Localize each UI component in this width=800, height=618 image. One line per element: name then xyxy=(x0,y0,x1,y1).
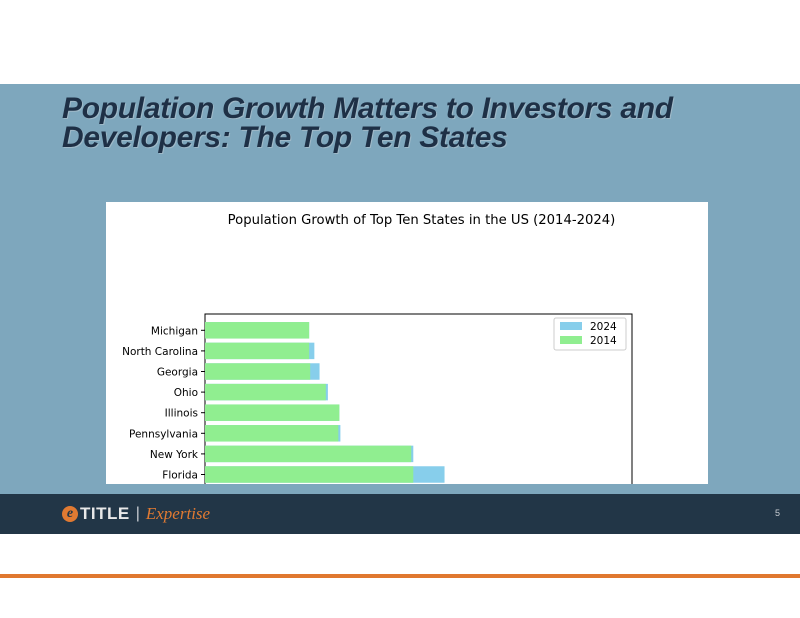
bar-2014-ohio xyxy=(205,383,326,401)
y-tick-label-michigan: Michigan xyxy=(151,325,198,337)
plot-frame xyxy=(204,313,633,484)
logo-wordmark: TITLE xyxy=(80,504,130,523)
y-tick-label-pennsylvania: Pennsylvania xyxy=(129,428,198,440)
slide-title-line-2: Developers: The Top Ten States xyxy=(62,121,508,154)
slide-title: Population Growth Matters to Investors a… xyxy=(62,92,673,154)
bar-2014-georgia xyxy=(205,363,311,380)
y-tick-label-georgia: Georgia xyxy=(157,367,198,379)
logo-e-icon: e xyxy=(62,506,78,522)
legend-swatch-2014 xyxy=(560,336,582,344)
y-tick-label-ohio: Ohio xyxy=(174,387,198,399)
bar-2014-north-carolina xyxy=(205,342,310,360)
chart-title: Population Growth of Top Ten States in t… xyxy=(228,213,616,228)
footer-bar: e TITLE | Expertise 5 xyxy=(0,494,800,534)
y-tick-label-florida: Florida xyxy=(162,470,198,482)
slide-title-line-1: Population Growth Matters to Investors a… xyxy=(62,92,673,125)
bar-2014-new-york xyxy=(205,445,412,463)
logo-tagline: Expertise xyxy=(145,504,211,523)
population-bar-chart: Population Growth of Top Ten States in t… xyxy=(122,213,633,484)
page-number: 5 xyxy=(774,508,780,518)
chart-card: Population Growth of Top Ten States in t… xyxy=(106,202,708,484)
bar-2014-michigan xyxy=(205,322,310,339)
legend-label-2014: 2014 xyxy=(590,335,617,347)
slide: Population Growth Matters to Investors a… xyxy=(0,84,800,578)
legend-label-2024: 2024 xyxy=(590,321,617,333)
footer-accent-line xyxy=(0,574,800,578)
legend-swatch-2024 xyxy=(560,322,582,330)
y-tick-label-north-carolina: North Carolina xyxy=(122,346,198,358)
bar-2014-pennsylvania xyxy=(205,425,339,442)
y-tick-label-new-york: New York xyxy=(150,449,199,461)
y-tick-label-illinois: Illinois xyxy=(165,408,198,420)
etitle-logo: e TITLE | Expertise xyxy=(62,503,210,525)
logo-separator: | xyxy=(135,505,140,522)
bar-2014-illinois xyxy=(205,404,340,421)
bar-2014-florida xyxy=(205,466,414,483)
